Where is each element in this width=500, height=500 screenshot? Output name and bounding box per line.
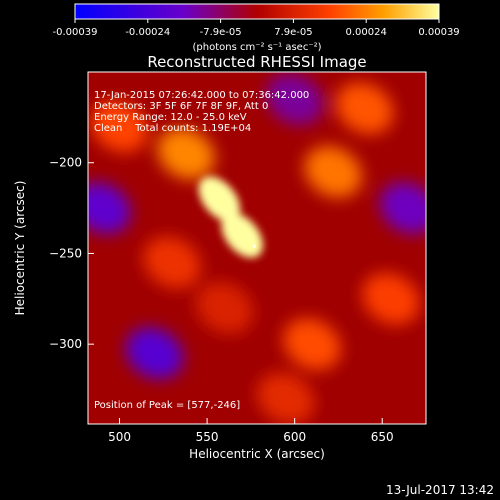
colorbar-tick-label: 7.9e-05 — [274, 27, 312, 38]
x-tick-label: 550 — [196, 430, 219, 444]
colorbar-ticks — [74, 19, 440, 23]
y-tick-label: −250 — [49, 246, 82, 260]
y-axis-label: Heliocentric Y (arcsec) — [13, 181, 27, 316]
colorbar-unit-label: (photons cm⁻² s⁻¹ asec⁻²) — [192, 42, 321, 53]
plot-frame — [87, 71, 427, 425]
heatmap-source — [266, 73, 324, 125]
heatmap-source — [336, 82, 394, 134]
heatmap-source — [88, 182, 131, 234]
annotation-detectors: Detectors: 3F 5F 6F 7F 8F 9F, Att 0 — [94, 101, 268, 112]
heatmap-image — [88, 72, 426, 424]
heatmap-source — [257, 372, 315, 424]
annotation-clean: Clean Total counts: 1.19E+04 — [94, 123, 251, 134]
heatmap-source — [221, 212, 263, 258]
colorbar-tick-label: -7.9e-05 — [200, 27, 242, 38]
colorbar-tick-label: -0.00039 — [53, 27, 98, 38]
heatmap-source — [362, 273, 420, 325]
y-tick-label: −200 — [49, 156, 82, 170]
info-annotations: 17-Jan-2015 07:26:42.000 to 07:36:42.000… — [94, 90, 309, 134]
colorbar-tick-label: 0.00039 — [418, 27, 459, 38]
colorbar-tick-labels: -0.00039 -0.00024 -7.9e-05 7.9e-05 0.00024 0.… — [53, 27, 460, 38]
x-axis: 500 550 600 650 — [108, 418, 394, 444]
y-axis: −200 −250 −300 — [49, 156, 94, 351]
peak-position-label: Position of Peak = [577,-246] — [94, 400, 240, 411]
x-axis-label: Heliocentric X (arcsec) — [189, 447, 325, 461]
heatmap-source — [198, 176, 241, 222]
heatmap-source — [125, 327, 184, 379]
heatmap-source — [157, 128, 215, 180]
annotation-energy: Energy Range: 12.0 - 25.0 keV — [94, 112, 247, 123]
heatmap-source — [304, 146, 362, 198]
heatmap-source — [379, 182, 426, 234]
heatmap-source — [90, 100, 149, 153]
colorbar-tick-label: 0.00024 — [346, 27, 387, 38]
chart-title: Reconstructed RHESSI Image — [147, 53, 366, 71]
x-tick-label: 650 — [371, 430, 394, 444]
y-tick-label: −300 — [49, 337, 82, 351]
heatmap-source — [143, 236, 201, 289]
x-tick-label: 600 — [283, 430, 306, 444]
peak-marker — [252, 244, 256, 248]
colorbar — [75, 4, 439, 19]
colorbar-tick-label: -0.00024 — [125, 27, 170, 38]
heatmap-source — [283, 318, 341, 370]
annotation-time: 17-Jan-2015 07:26:42.000 to 07:36:42.000 — [94, 90, 309, 101]
heatmap-source — [195, 282, 254, 334]
footer-timestamp: 13-Jul-2017 13:42 — [386, 483, 494, 497]
x-tick-label: 500 — [108, 430, 131, 444]
